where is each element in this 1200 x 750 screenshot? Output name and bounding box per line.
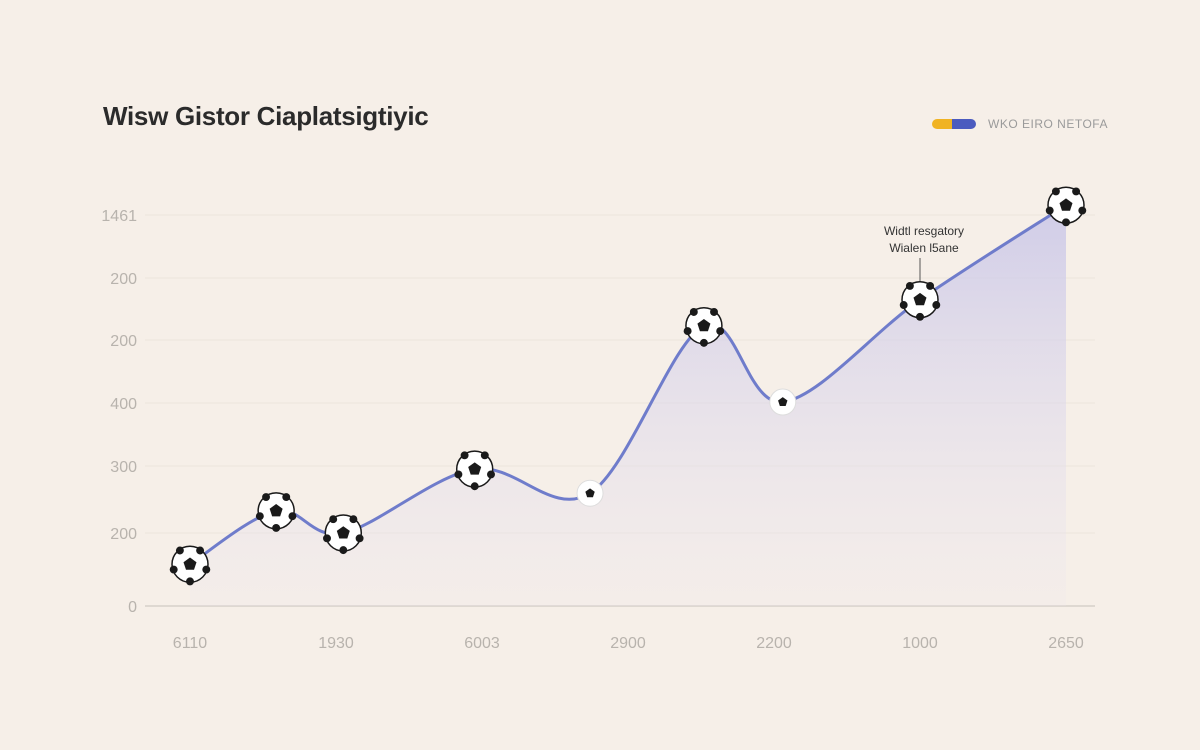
- y-tick-label: 0: [128, 599, 137, 616]
- soccer-ball-icon: [576, 479, 604, 507]
- y-tick-label: 400: [110, 396, 137, 413]
- y-tick-label: 300: [110, 459, 137, 476]
- soccer-ball-icon: [769, 388, 797, 416]
- x-tick-label: 1000: [902, 635, 938, 652]
- soccer-ball-icon: [323, 514, 364, 555]
- legend-swatch: [932, 119, 976, 129]
- soccer-ball-icon: [454, 450, 495, 491]
- annotation-text: Wialen l5ane: [889, 241, 959, 255]
- legend: WKO EIRO NETOFA: [932, 117, 1108, 131]
- y-tick-label: 200: [110, 526, 137, 543]
- soccer-ball-icon: [169, 545, 211, 586]
- legend-label: WKO EIRO NETOFA: [988, 117, 1108, 131]
- x-tick-label: 6110: [173, 635, 208, 652]
- soccer-ball-icon: [683, 307, 725, 347]
- soccer-ball-icon: [899, 280, 941, 321]
- annotation-text: Widtl resgatory: [884, 224, 964, 238]
- series-line: [189, 203, 1067, 566]
- y-tick-label: 200: [110, 271, 137, 288]
- x-tick-label: 6003: [464, 635, 500, 652]
- x-tick-label: 2650: [1048, 635, 1084, 652]
- y-tick-label: 200: [110, 333, 137, 350]
- soccer-ball-icon: [255, 492, 297, 532]
- soccer-ball-icon: [1045, 186, 1087, 227]
- x-tick-label: 2200: [756, 635, 792, 652]
- chart-title: Wisw Gistor Ciaplatsigtiyic: [103, 101, 429, 131]
- area-fill: [190, 205, 1066, 606]
- y-tick-label: 1461: [101, 208, 137, 225]
- x-tick-label: 2900: [610, 635, 646, 652]
- x-tick-label: 1930: [318, 635, 354, 652]
